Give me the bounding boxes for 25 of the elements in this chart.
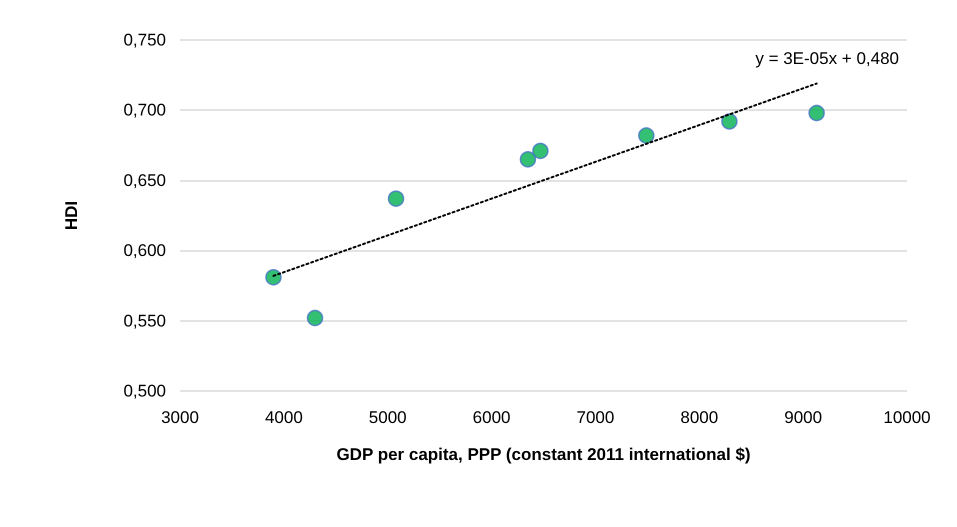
point xyxy=(388,190,404,207)
x-tick-label: 9000 xyxy=(784,408,822,427)
x-axis-title: GDP per capita, PPP (constant 2011 international $) xyxy=(336,445,751,464)
y-tick-label: 0,750 xyxy=(123,30,166,50)
point xyxy=(532,142,549,160)
annotation: y = 3E-05x + 0,480 xyxy=(755,49,900,68)
x-tick-label: 10000 xyxy=(883,408,931,427)
y-axis-title: HDI xyxy=(62,200,81,230)
x-tick-label: 3000 xyxy=(161,408,199,427)
x-tick-label: 6000 xyxy=(472,408,510,427)
x-tick-label: 4000 xyxy=(264,408,303,427)
point xyxy=(306,310,324,326)
y-tick-label: 0,500 xyxy=(123,382,166,400)
y-tick-label: 0,600 xyxy=(123,241,166,260)
point xyxy=(638,127,655,144)
x-tick-label: 8000 xyxy=(680,408,718,427)
point xyxy=(520,151,536,168)
point xyxy=(808,104,825,122)
x-tick-label: 7000 xyxy=(576,408,614,427)
point xyxy=(265,269,282,286)
y-tick-label: 0,550 xyxy=(123,311,166,330)
y-tick-label: 0,700 xyxy=(123,100,166,120)
x-tick-label: 5000 xyxy=(368,408,407,427)
point xyxy=(721,113,738,130)
y-tick-label: 0,650 xyxy=(123,170,166,190)
